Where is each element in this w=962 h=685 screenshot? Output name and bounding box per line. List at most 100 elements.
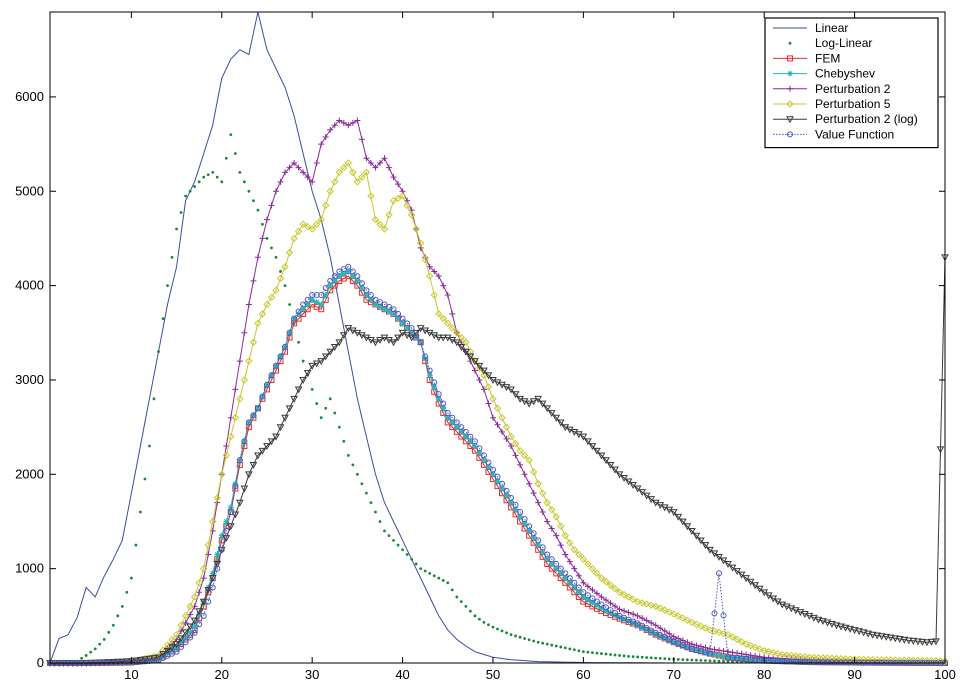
data-point (584, 583, 591, 590)
x-tick-label: 100 (934, 667, 956, 682)
data-point (640, 655, 644, 659)
data-point (527, 638, 531, 642)
legend-entry: Perturbation 2 (773, 82, 891, 96)
data-point (575, 584, 582, 591)
data-point (125, 590, 129, 594)
data-point (734, 650, 741, 657)
data-point (381, 155, 388, 162)
data-point (783, 651, 791, 659)
data-point (340, 266, 347, 273)
data-point (927, 638, 936, 646)
data-point (553, 565, 560, 572)
data-point (263, 300, 271, 309)
data-point (734, 655, 741, 662)
data-point (231, 511, 240, 519)
data-point (575, 550, 583, 559)
data-point (286, 329, 293, 336)
data-point (568, 647, 572, 651)
data-point (363, 292, 370, 299)
data-point (279, 270, 282, 273)
data-point (543, 498, 551, 507)
data-point (535, 537, 542, 544)
data-point (755, 585, 764, 593)
data-point (313, 159, 320, 166)
data-point (538, 489, 547, 497)
data-point (200, 612, 207, 619)
data-point (552, 513, 560, 521)
data-point (729, 649, 736, 656)
data-point (661, 606, 669, 614)
data-point (386, 164, 393, 171)
legend-label: Linear (815, 21, 848, 35)
data-point (503, 435, 510, 442)
data-point (496, 627, 499, 631)
data-point (607, 600, 614, 607)
data-point (895, 636, 904, 643)
data-point (517, 509, 524, 516)
data-point (202, 175, 206, 179)
data-point (423, 569, 427, 573)
data-point (525, 400, 533, 408)
legend-marker (786, 100, 794, 108)
data-point (453, 424, 460, 431)
data-point (814, 616, 823, 624)
data-point (213, 494, 221, 502)
legend-marker (787, 70, 793, 77)
data-point (223, 518, 230, 525)
data-point (489, 471, 496, 478)
data-point (236, 358, 243, 365)
data-point (363, 155, 370, 162)
data-point (742, 640, 750, 648)
data-point (440, 405, 447, 412)
data-point (405, 553, 409, 556)
data-point (386, 303, 393, 310)
data-point (507, 386, 515, 394)
data-point (431, 384, 438, 391)
data-point (622, 654, 626, 658)
data-point (868, 631, 877, 639)
data-point (593, 569, 601, 578)
data-point (517, 461, 524, 468)
data-point (562, 551, 569, 558)
legend-label: Perturbation 5 (815, 97, 891, 111)
data-point (190, 593, 199, 601)
data-point (358, 280, 365, 287)
data-point (620, 590, 628, 599)
data-point (904, 637, 913, 645)
data-point (170, 255, 174, 259)
data-point (249, 338, 258, 346)
data-point (633, 485, 642, 493)
x-tick-label: 90 (847, 667, 861, 682)
legend-entry: Perturbation 2 (log) (773, 112, 918, 126)
data-point (711, 646, 718, 653)
data-point (276, 424, 285, 432)
data-point (639, 615, 646, 622)
data-point (571, 584, 578, 591)
data-point (376, 220, 384, 228)
data-point (711, 610, 718, 617)
data-point (412, 225, 420, 233)
data-point (354, 273, 361, 280)
data-point (493, 404, 502, 412)
data-point (478, 617, 481, 621)
data-point (634, 620, 641, 627)
data-point (602, 597, 609, 604)
x-tick-label: 70 (667, 667, 681, 682)
data-point (473, 614, 477, 618)
data-point (345, 122, 352, 129)
data-point (376, 299, 383, 306)
data-point (172, 630, 181, 639)
data-point (299, 220, 307, 228)
data-point (819, 618, 827, 626)
data-point (322, 292, 329, 299)
data-point (455, 595, 459, 599)
data-point (312, 220, 321, 228)
y-tick-label: 0 (37, 655, 44, 670)
data-point (213, 561, 222, 568)
data-point (630, 620, 637, 627)
data-point (407, 211, 416, 219)
data-point (258, 310, 267, 318)
data-point (657, 625, 664, 632)
data-point (593, 598, 600, 605)
data-point (218, 546, 225, 553)
